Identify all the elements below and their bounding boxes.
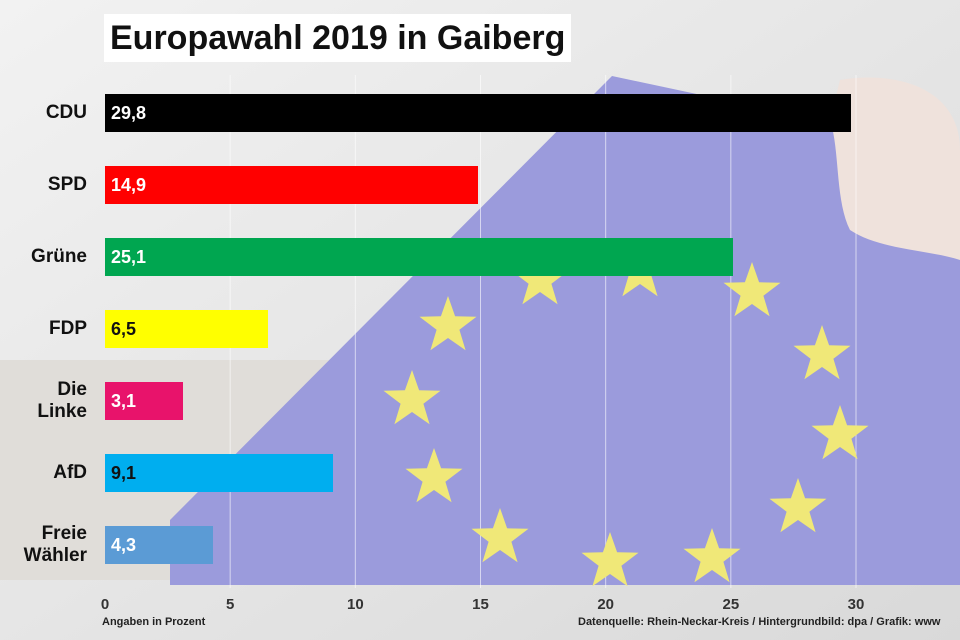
x-axis-label: Angaben in Prozent — [102, 616, 206, 628]
chart-title: Europawahl 2019 in Gaiberg — [110, 18, 566, 57]
star-icon — [811, 405, 869, 460]
star-icon — [419, 296, 477, 351]
category-label-line: Linke — [37, 401, 87, 422]
grid-lines — [229, 75, 857, 588]
bar: 29,8 — [105, 94, 851, 132]
category-label-line: Die — [57, 379, 87, 400]
data-label: 6,5 — [111, 318, 137, 339]
bar: 25,1 — [105, 238, 734, 276]
category-label: Freie Wähler — [0, 521, 87, 569]
category-label: CDU — [0, 89, 87, 137]
tick-label: 15 — [472, 596, 489, 613]
category-label-line: Freie — [41, 523, 87, 544]
category-label-line: SPD — [47, 174, 87, 195]
star-icon — [383, 370, 441, 425]
tick-label: 25 — [722, 596, 740, 613]
category-label: Die Linke — [0, 377, 87, 425]
star-icon — [769, 478, 827, 533]
star-icon — [793, 325, 851, 380]
category-label-line: AfD — [53, 462, 87, 483]
bar: 9,1 — [105, 454, 333, 492]
tick-label: 30 — [847, 596, 865, 613]
star-icon — [581, 532, 639, 587]
data-label: 3,1 — [111, 390, 137, 411]
category-label: AfD — [0, 449, 87, 497]
category-label-line: CDU — [45, 102, 87, 123]
data-label: 9,1 — [111, 462, 137, 483]
tick-label: 5 — [225, 596, 235, 613]
category-label: Grüne — [0, 233, 87, 281]
category-label-line: FDP — [49, 318, 87, 339]
data-label: 14,9 — [111, 174, 147, 195]
star-icon — [471, 508, 529, 563]
tick-label: 10 — [346, 596, 364, 613]
category-label: FDP — [0, 305, 87, 353]
data-label: 29,8 — [111, 102, 147, 123]
category-label: SPD — [0, 161, 87, 209]
source-note: Datenquelle: Rhein-Neckar-Kreis / Hinter… — [578, 616, 941, 628]
bar: 4,3 — [105, 526, 213, 564]
star-icon — [405, 448, 463, 503]
tick-label: 0 — [100, 596, 110, 613]
star-icon — [511, 250, 569, 305]
eu-flag-ballot — [170, 76, 960, 585]
category-label-line: Wähler — [23, 545, 87, 566]
bar: 6,5 — [105, 310, 268, 348]
category-label-line: Grüne — [31, 246, 87, 267]
star-icon — [723, 262, 781, 317]
chart-title-box: Europawahl 2019 in Gaiberg — [104, 14, 572, 62]
bar: 3,1 — [105, 382, 183, 420]
bar: 14,9 — [105, 166, 478, 204]
star-icon — [683, 528, 741, 583]
data-label: 25,1 — [111, 246, 147, 267]
data-label: 4,3 — [111, 534, 137, 555]
tick-label: 20 — [597, 596, 614, 613]
